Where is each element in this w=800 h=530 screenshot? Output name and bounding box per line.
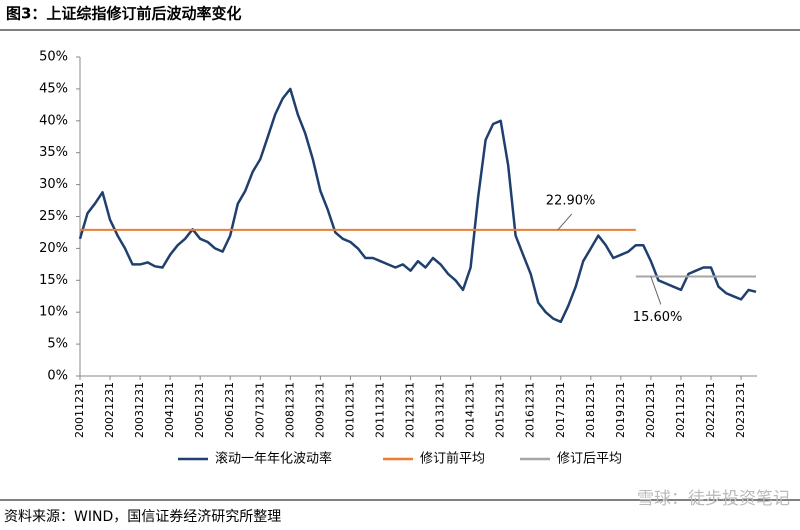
chart-title: 图3：上证综指修订前后波动率变化 [6,5,241,23]
x-tick-label: 20041231 [163,382,176,438]
x-tick-label: 20201231 [644,382,657,438]
x-tick-label: 20081231 [283,382,296,438]
y-tick-label: 35% [39,145,68,160]
annotation: 22.90% [546,193,596,208]
x-tick-label: 20051231 [193,382,206,438]
y-tick-label: 40% [39,113,68,128]
y-tick-label: 0% [47,369,68,384]
x-tick-label: 20091231 [313,382,326,438]
x-tick-label: 20111231 [373,382,386,438]
annotation: 15.60% [633,310,683,325]
y-tick-label: 30% [39,177,68,192]
y-tick-label: 20% [39,241,68,256]
x-tick-label: 20071231 [253,382,266,438]
x-tick-label: 20151231 [494,382,507,438]
x-tick-label: 20161231 [524,382,537,438]
legend-label: 修订后平均 [557,452,622,467]
watermark: 雪球：徒步投资笔记 [637,489,790,509]
x-tick-label: 20061231 [223,382,236,438]
y-tick-label: 10% [39,305,68,320]
x-tick-label: 20131231 [434,382,447,438]
x-tick-label: 20031231 [133,382,146,438]
annotation-leader [557,213,573,231]
x-tick-label: 20171231 [554,382,567,438]
x-tick-label: 20221231 [704,382,717,438]
y-tick-label: 5% [47,337,68,352]
legend-label: 修订前平均 [420,451,485,467]
x-tick-label: 20141231 [464,382,477,438]
x-tick-label: 20191231 [614,382,627,438]
source: 资料来源：WIND，国信证券经济研究所整理 [4,509,281,525]
x-tick-label: 20101231 [343,382,356,438]
legend-label: 滚动一年年化波动率 [215,451,332,467]
x-tick-label: 20231231 [734,382,747,438]
y-tick-label: 50% [39,50,68,65]
y-tick-label: 45% [39,81,68,96]
x-tick-label: 20211231 [674,382,687,438]
annotation-leader [650,276,662,305]
x-tick-label: 20011231 [73,382,86,438]
x-tick-label: 20181231 [584,382,597,438]
x-tick-label: 20121231 [404,382,417,438]
y-tick-label: 15% [39,273,68,288]
x-tick-label: 20021231 [103,382,116,438]
y-tick-label: 25% [39,209,68,224]
